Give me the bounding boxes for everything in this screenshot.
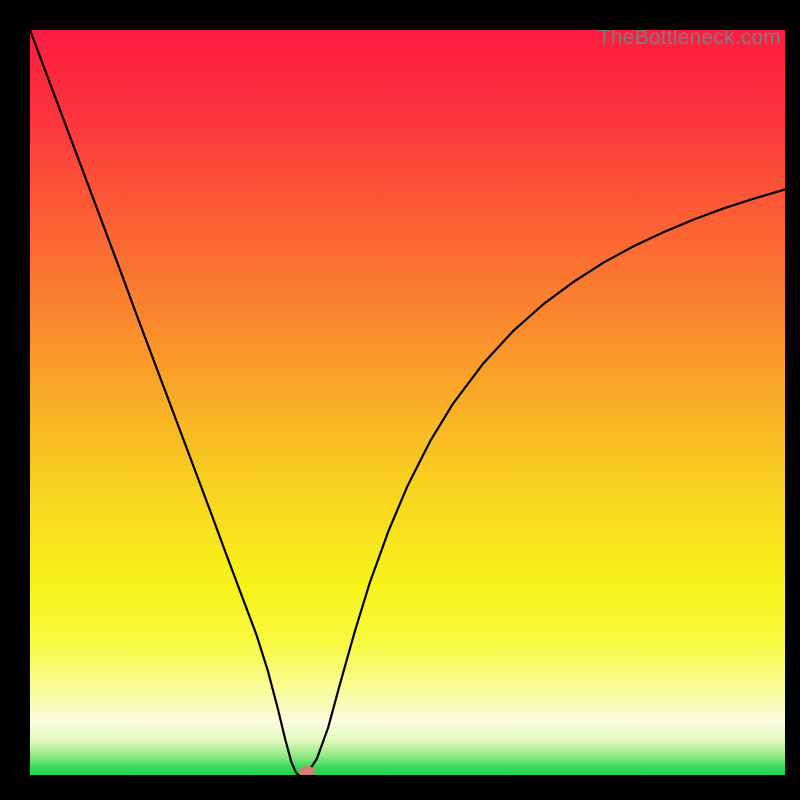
- plot-area: TheBottleneck.com: [30, 30, 785, 775]
- optimum-marker: [299, 766, 315, 775]
- bottleneck-curve: [30, 30, 785, 775]
- watermark-text: TheBottleneck.com: [598, 30, 781, 50]
